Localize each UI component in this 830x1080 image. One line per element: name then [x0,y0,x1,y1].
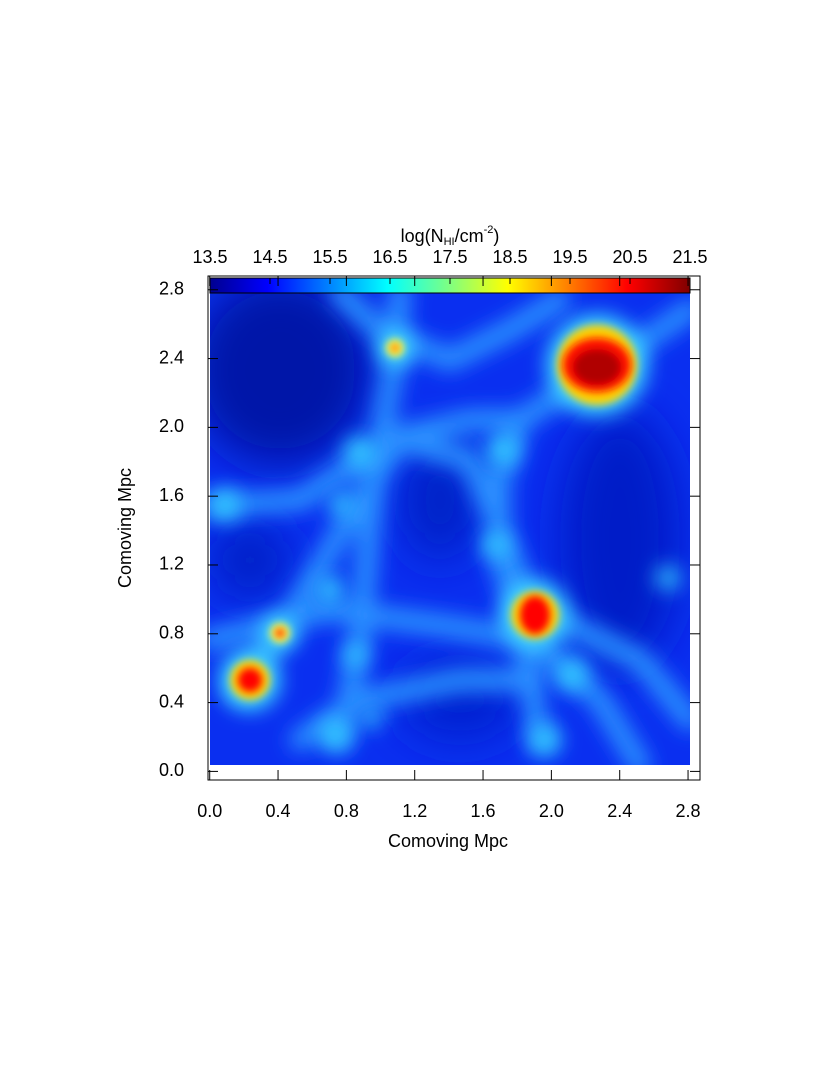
colorbar-tick-label: 19.5 [552,247,587,267]
label-part: /cm [455,226,484,246]
x-tick-label: 2.4 [607,801,632,821]
y-tick-label: 0.8 [159,623,184,643]
x-tick-label: 2.0 [539,801,564,821]
density-map [210,293,690,765]
y-axis-label: Comoving Mpc [115,468,135,588]
label-sub: HI [444,236,455,248]
x-tick-label: 0.4 [266,801,291,821]
colorbar-label: log(NHI/cm-2) [401,224,500,248]
label-sup: -2 [484,224,494,236]
x-tick-label: 0.8 [334,801,359,821]
colorbar-tick-label: 16.5 [372,247,407,267]
label-part: ) [493,226,499,246]
x-tick-label: 2.8 [676,801,701,821]
colorbar-tick-label: 13.5 [192,247,227,267]
colorbar-tick-label: 14.5 [252,247,287,267]
x-axis-label: Comoving Mpc [388,831,508,851]
y-tick-label: 0.0 [159,760,184,780]
label-part: log(N [401,226,444,246]
y-tick-label: 1.6 [159,485,184,505]
x-tick-label: 0.0 [197,801,222,821]
plot-frame [207,275,701,781]
y-tick-label: 2.0 [159,416,184,436]
colorbar-tick-label: 15.5 [312,247,347,267]
colorbar-tick-label: 20.5 [612,247,647,267]
y-tick-label: 2.4 [159,347,184,367]
y-tick-label: 0.4 [159,691,184,711]
x-tick-label: 1.6 [471,801,496,821]
y-tick-label: 2.8 [159,279,184,299]
colorbar-tick-label: 21.5 [672,247,707,267]
colorbar-tick-label: 18.5 [492,247,527,267]
colorbar-tick-label: 17.5 [432,247,467,267]
y-tick-label: 1.2 [159,554,184,574]
x-tick-label: 1.2 [402,801,427,821]
